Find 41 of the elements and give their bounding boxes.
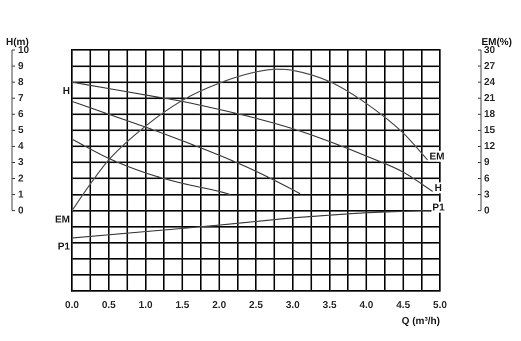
x-tick-label: 1.0 [138,300,153,311]
y2-tick-label: 18 [484,109,496,120]
x-tick-label: 4.0 [359,300,374,311]
x-tick-label: 3.5 [322,300,337,311]
line-series [72,138,231,196]
y-tick-label: 8 [18,76,24,88]
series-label: P1 [432,202,446,214]
y-tick-label: 0 [18,205,24,216]
y2-tick-label: 21 [484,92,496,104]
y-tick-label: 5 [18,125,24,136]
line-series [72,68,428,212]
x-tick-label: 2.5 [249,300,264,311]
y-tick-label: 3 [18,157,24,168]
y2-tick-label: 0 [484,205,490,216]
text: EM [55,214,70,226]
y-tick-label: 9 [18,60,24,72]
y-tick-label: 6 [18,109,24,120]
y2-tick-label: 9 [484,157,490,168]
y-tick-label: 1 [18,189,24,200]
x-tick-label: 1.5 [175,300,190,311]
y2-tick-label: 27 [484,60,496,72]
x-tick-label: 0.0 [65,300,80,311]
x-axis-title: Q (m³/h) [402,316,440,327]
y-tick-label: 7 [18,92,24,104]
y2-tick-label: 15 [484,125,496,136]
text: P1 [58,242,70,253]
y2-tick-label: 12 [484,141,496,152]
series-label: H [434,183,442,194]
line-series [72,100,301,194]
series-label: EM [429,152,444,163]
y2-tick-label: 6 [484,173,490,184]
x-tick-label: 0.5 [102,300,116,311]
y-tick-label: 2 [18,173,24,184]
x-tick-label: 5.0 [433,300,448,311]
x-tick-label: 4.5 [396,300,411,311]
y2-tick-label: 24 [484,76,496,88]
y2-tick-label: 3 [484,189,490,200]
x-tick-label: 3.0 [286,300,300,311]
y-tick-label: 4 [18,141,24,152]
x-tick-label: 2.0 [212,300,227,311]
text: H [62,86,70,97]
